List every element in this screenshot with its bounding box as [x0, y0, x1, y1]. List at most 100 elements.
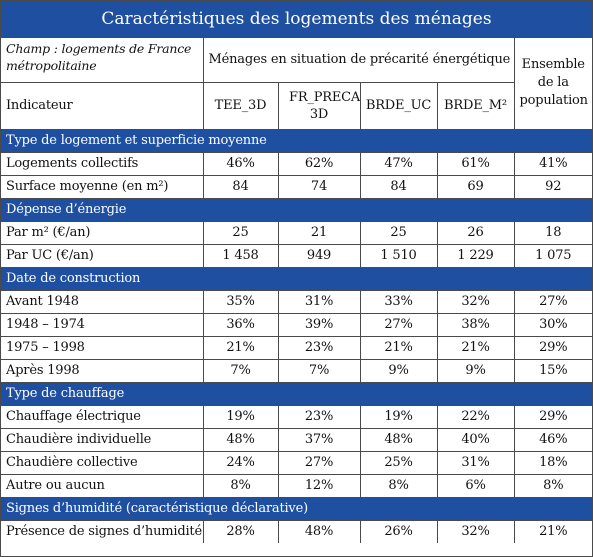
- table-cell: 31%: [436, 450, 515, 475]
- table-cell: 33%: [359, 289, 438, 314]
- table-row: Logements collectifs 46% 62% 47% 61% 41%: [1, 151, 592, 176]
- table-cell: 949: [277, 243, 361, 268]
- table-cell: 46%: [513, 427, 592, 452]
- table-cell: 8%: [359, 473, 438, 498]
- table-cell: 1 075: [513, 243, 592, 268]
- section-title: Type de logement et superficie moyenne: [1, 128, 592, 153]
- table-cell: 48%: [202, 427, 279, 452]
- table-cell: 8%: [513, 473, 592, 498]
- section-header-row: Type de logement et superficie moyenne: [1, 128, 592, 153]
- row-label: Chaudière individuelle: [1, 427, 204, 452]
- table-cell: 48%: [359, 427, 438, 452]
- table-cell: 62%: [277, 151, 361, 176]
- section-header-row: Type de chauffage: [1, 381, 592, 406]
- row-label: 1948 – 1974: [1, 312, 204, 337]
- table-cell: 61%: [436, 151, 515, 176]
- table-cell: 22%: [436, 404, 515, 429]
- table-cell: 7%: [277, 358, 361, 383]
- table-cell: 12%: [277, 473, 361, 498]
- table-row: Chaudière collective 24% 27% 25% 31% 18%: [1, 450, 592, 475]
- table-cell: 47%: [359, 151, 438, 176]
- row-label: 1975 – 1998: [1, 335, 204, 360]
- table-row: Surface moyenne (en m²) 84 74 84 69 92: [1, 174, 592, 199]
- table-row: Avant 1948 35% 31% 33% 32% 27%: [1, 289, 592, 314]
- section-title: Date de construction: [1, 266, 592, 291]
- row-label: Chaudière collective: [1, 450, 204, 475]
- champ-note: Champ : logements de France métropolitai…: [1, 38, 204, 83]
- table-cell: 31%: [277, 289, 361, 314]
- section-title: Signes d’humidité (caractéristique décla…: [1, 496, 592, 521]
- table-cell: 35%: [202, 289, 279, 314]
- header-row-2: Indicateur TEE_3D FR_PRECA_ 3D BRDE_UC B…: [1, 81, 592, 130]
- table-cell: 9%: [359, 358, 438, 383]
- table-cell: 18: [513, 220, 592, 245]
- table-row: Par UC (€/an) 1 458 949 1 510 1 229 1 075: [1, 243, 592, 268]
- table-cell: 74: [277, 174, 361, 199]
- table-cell: 27%: [513, 289, 592, 314]
- table-row: Chaudière individuelle 48% 37% 48% 40% 46%: [1, 427, 592, 452]
- table-cell: 21%: [436, 335, 515, 360]
- table-cell: 30%: [513, 312, 592, 337]
- column-header-tee-3d: TEE_3D: [202, 81, 279, 130]
- table-cell: 23%: [277, 404, 361, 429]
- table-row: Après 1998 7% 7% 9% 9% 15%: [1, 358, 592, 383]
- row-label: Présence de signes d’humidité: [1, 519, 204, 543]
- table-cell: 26: [436, 220, 515, 245]
- row-label: Avant 1948: [1, 289, 204, 314]
- column-header-fr-preca-3d: FR_PRECA_ 3D: [277, 81, 361, 130]
- table-cell: 25: [359, 220, 438, 245]
- row-label: Autre ou aucun: [1, 473, 204, 498]
- table-row: Par m² (€/an) 25 21 25 26 18: [1, 220, 592, 245]
- section-title: Type de chauffage: [1, 381, 592, 406]
- table-cell: 84: [202, 174, 279, 199]
- table-cell: 19%: [202, 404, 279, 429]
- table-cell: 38%: [436, 312, 515, 337]
- table-cell: 84: [359, 174, 438, 199]
- row-label: Après 1998: [1, 358, 204, 383]
- table-cell: 32%: [436, 289, 515, 314]
- indicator-header: Indicateur: [1, 81, 204, 130]
- column-header-label: TEE_3D: [214, 98, 267, 113]
- row-label: Surface moyenne (en m²): [1, 174, 204, 199]
- table-cell: 21: [277, 220, 361, 245]
- table-cell: 23%: [277, 335, 361, 360]
- table-cell: 21%: [202, 335, 279, 360]
- data-table: Champ : logements de France métropolitai…: [1, 38, 592, 543]
- table-row: Chauffage électrique 19% 23% 19% 22% 29%: [1, 404, 592, 429]
- table-cell: 92: [513, 174, 592, 199]
- table-row: 1975 – 1998 21% 23% 21% 21% 29%: [1, 335, 592, 360]
- table-cell: 26%: [359, 519, 438, 543]
- table-row: Autre ou aucun 8% 12% 8% 6% 8%: [1, 473, 592, 498]
- row-label: Chauffage électrique: [1, 404, 204, 429]
- table-cell: 39%: [277, 312, 361, 337]
- table-cell: 21%: [359, 335, 438, 360]
- column-header-brde-m2: BRDE_M²: [436, 81, 514, 130]
- table-cell: 15%: [513, 358, 592, 383]
- table-cell: 1 458: [202, 243, 279, 268]
- table-cell: 36%: [202, 312, 279, 337]
- table-title: Caractéristiques des logements des ménag…: [1, 1, 592, 38]
- section-header-row: Date de construction: [1, 266, 592, 291]
- table-cell: 7%: [202, 358, 279, 383]
- table-cell: 9%: [436, 358, 515, 383]
- table-cell: 29%: [513, 335, 592, 360]
- table-row: Présence de signes d’humidité 28% 48% 26% 32…: [1, 519, 592, 543]
- table-cell: 25: [202, 220, 279, 245]
- table-cell: 8%: [202, 473, 279, 498]
- table-cell: 24%: [202, 450, 279, 475]
- row-label: Par m² (€/an): [1, 220, 204, 245]
- table-cell: 6%: [436, 473, 515, 498]
- table-cell: 1 229: [436, 243, 515, 268]
- column-header-label: BRDE_UC: [365, 98, 432, 113]
- table-cell: 21%: [513, 519, 592, 543]
- table-cell: 28%: [202, 519, 279, 543]
- column-header-brde-uc: BRDE_UC: [359, 81, 438, 130]
- table-cell: 18%: [513, 450, 592, 475]
- section-title: Dépense d’énergie: [1, 197, 592, 222]
- row-label: Par UC (€/an): [1, 243, 204, 268]
- group-header-precarity: Ménages en situation de précarité énergé…: [202, 38, 515, 83]
- table-cell: 37%: [277, 427, 361, 452]
- table-cell: 69: [436, 174, 515, 199]
- table-cell: 40%: [436, 427, 515, 452]
